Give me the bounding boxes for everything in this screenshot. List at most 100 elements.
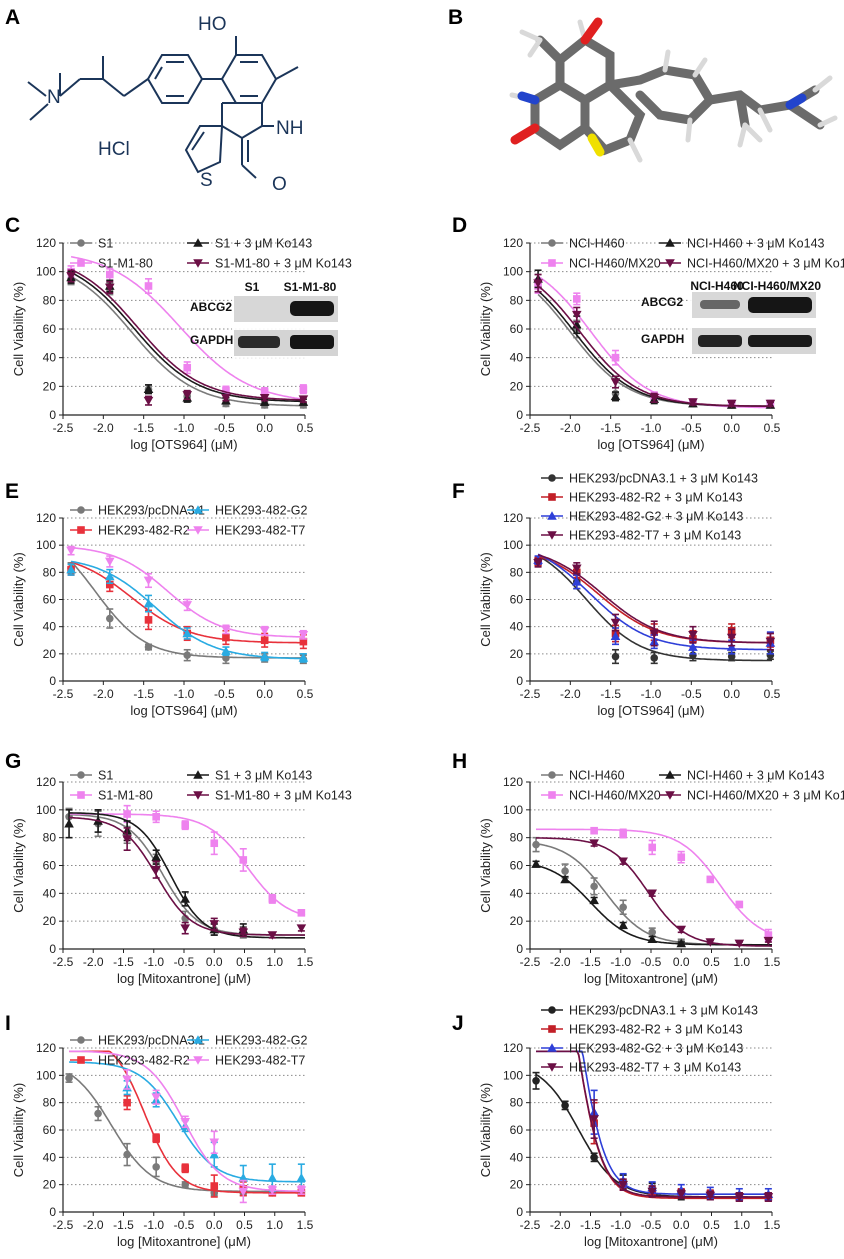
y-tick-label: 40 (510, 1150, 524, 1164)
x-axis-label: log [OTS964] (μM) (130, 703, 237, 718)
legend-label: NCI-H460/MX20 (569, 789, 661, 803)
bond (241, 164, 257, 179)
bond (27, 81, 47, 97)
data-point-triangle-up (618, 920, 628, 930)
x-tick-label: 1.5 (764, 955, 781, 969)
legend-label: S1-M1-80 + 3 μM Ko143 (215, 257, 352, 271)
data-point-triangle-down (193, 791, 203, 800)
data-point-square (181, 1164, 190, 1173)
x-tick-label: -1.5 (600, 421, 621, 435)
data-point-circle (77, 239, 85, 247)
legend-label: HEK293/pcDNA3.1 + 3 μM Ko143 (569, 472, 758, 486)
data-point-square (299, 385, 308, 393)
data-point-triangle-down (726, 633, 737, 643)
x-tick-label: 0.0 (723, 421, 740, 435)
blot-lane-label: NCI-H460/MX20 (733, 279, 821, 293)
data-point-triangle-down (267, 1186, 278, 1195)
data-point-triangle-down (705, 1191, 716, 1201)
data-point-triangle-down (66, 272, 76, 281)
data-point-circle (561, 867, 569, 875)
data-point-triangle-up (547, 511, 557, 520)
y-tick-label: 120 (36, 1041, 56, 1055)
y-tick-label: 20 (510, 379, 524, 393)
data-point-triangle-up (296, 1173, 307, 1182)
data-point-triangle-up (610, 631, 621, 640)
x-tick-label: -0.5 (681, 421, 702, 435)
data-point-square (706, 875, 715, 884)
fit-curve (536, 828, 773, 935)
x-tick-label: -1.5 (133, 421, 154, 435)
data-point-triangle-up (193, 1035, 203, 1044)
data-point-triangle-down (610, 618, 621, 628)
bond (123, 78, 149, 97)
data-point-triangle-down (122, 1075, 132, 1085)
legend-label: S1-M1-80 + 3 μM Ko143 (215, 789, 352, 803)
data-point-triangle-down (765, 637, 776, 647)
nitrogen-stick (785, 93, 807, 110)
fit-curve (69, 1050, 305, 1194)
data-point-triangle-down (533, 279, 543, 288)
x-tick-label: -0.5 (641, 1218, 662, 1232)
x-tick-label: -1.0 (610, 955, 631, 969)
data-point-circle (650, 654, 659, 662)
panel-letter-i: I (5, 1012, 11, 1035)
data-point-square (260, 388, 269, 396)
blot-band (290, 335, 334, 349)
y-tick-label: 80 (43, 831, 57, 845)
data-point-circle (548, 1006, 556, 1014)
legend-label: S1-M1-80 (98, 789, 153, 803)
y-axis-label: Cell Viability (%) (11, 282, 26, 376)
blot-lane-label: S1 (245, 280, 260, 294)
data-point-triangle-down (618, 857, 628, 867)
data-point-circle (590, 882, 598, 891)
y-tick-label: 80 (43, 1096, 57, 1110)
data-point-square (77, 1056, 85, 1064)
data-point-triangle-up (589, 895, 599, 905)
data-point-triangle-up (531, 859, 541, 868)
x-tick-label: 0.0 (673, 1218, 690, 1232)
data-point-triangle-down (676, 925, 687, 935)
x-tick-label: -0.5 (214, 421, 235, 435)
data-point-triangle-down (104, 283, 115, 293)
blot-band (700, 300, 740, 309)
data-point-triangle-down (209, 920, 220, 929)
data-point-triangle-down (180, 924, 191, 933)
blot-lane-label: NCI-H460 (690, 279, 744, 293)
legend-label: NCI-H460/MX20 + 3 μM Ko143 (687, 789, 844, 803)
y-tick-label: 40 (510, 620, 524, 634)
data-point-triangle-up (104, 571, 115, 581)
y-tick-label: 120 (36, 511, 56, 525)
y-tick-label: 0 (516, 674, 523, 688)
data-point-square (619, 829, 627, 838)
data-point-triangle-up (665, 238, 675, 247)
x-tick-label: -2.0 (93, 687, 114, 701)
y-tick-label: 120 (503, 1041, 523, 1055)
panel-letter-d: D (452, 214, 467, 237)
y-tick-label: 40 (43, 620, 57, 634)
data-point-square (152, 812, 160, 821)
fit-curve (535, 837, 772, 947)
panel-b-3d-model (509, 17, 838, 163)
chart-panel-j: 0 20 40 60 80 100 120 -2.5 -2.0 -1.5 -1.0 -0.5 0.0 0.… (478, 1004, 781, 1250)
data-point-square (611, 353, 620, 362)
data-point-triangle-down (533, 559, 543, 568)
stick-bond (705, 90, 795, 115)
data-point-triangle-up (665, 770, 675, 779)
fit-curve (536, 1050, 772, 1198)
fit-curve (69, 816, 305, 936)
chart-panel-e: 0 20 40 60 80 100 120 -2.5 -2.0 -1.5 -1.0 -0.5 0.0 0.… (11, 504, 314, 719)
y-tick-label: 100 (36, 538, 56, 552)
data-point-triangle-up (193, 505, 203, 514)
panel-letter-g: G (5, 750, 21, 773)
hydrogen-stick (685, 117, 693, 143)
blot-band (290, 301, 334, 316)
data-point-circle (532, 1077, 540, 1085)
y-axis-label: Cell Viability (%) (478, 552, 493, 646)
data-point-triangle-down (221, 394, 231, 403)
blot-row-label: GAPDH (641, 332, 684, 346)
x-tick-label: 1.5 (297, 955, 314, 969)
chart-panel-d: 0 20 40 60 80 100 120 -2.5 -2.0 -1.5 -1.0 -0.5 0.0 0.… (478, 236, 844, 452)
legend-label: S1 + 3 μM Ko143 (215, 237, 312, 251)
fit-curve (70, 546, 306, 638)
data-point-triangle-down (547, 1063, 557, 1072)
